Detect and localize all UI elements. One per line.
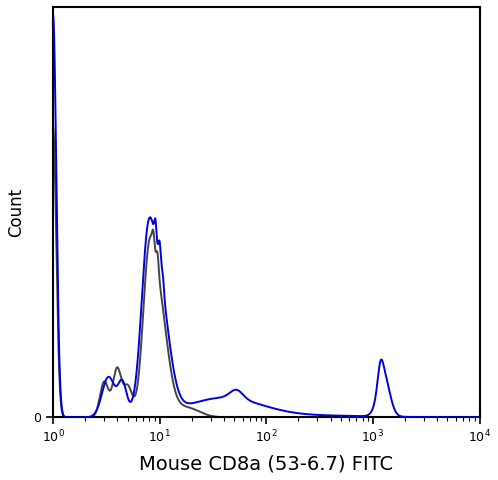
Y-axis label: Count: Count bbox=[7, 188, 25, 237]
X-axis label: Mouse CD8a (53-6.7) FITC: Mouse CD8a (53-6.7) FITC bbox=[139, 454, 393, 473]
